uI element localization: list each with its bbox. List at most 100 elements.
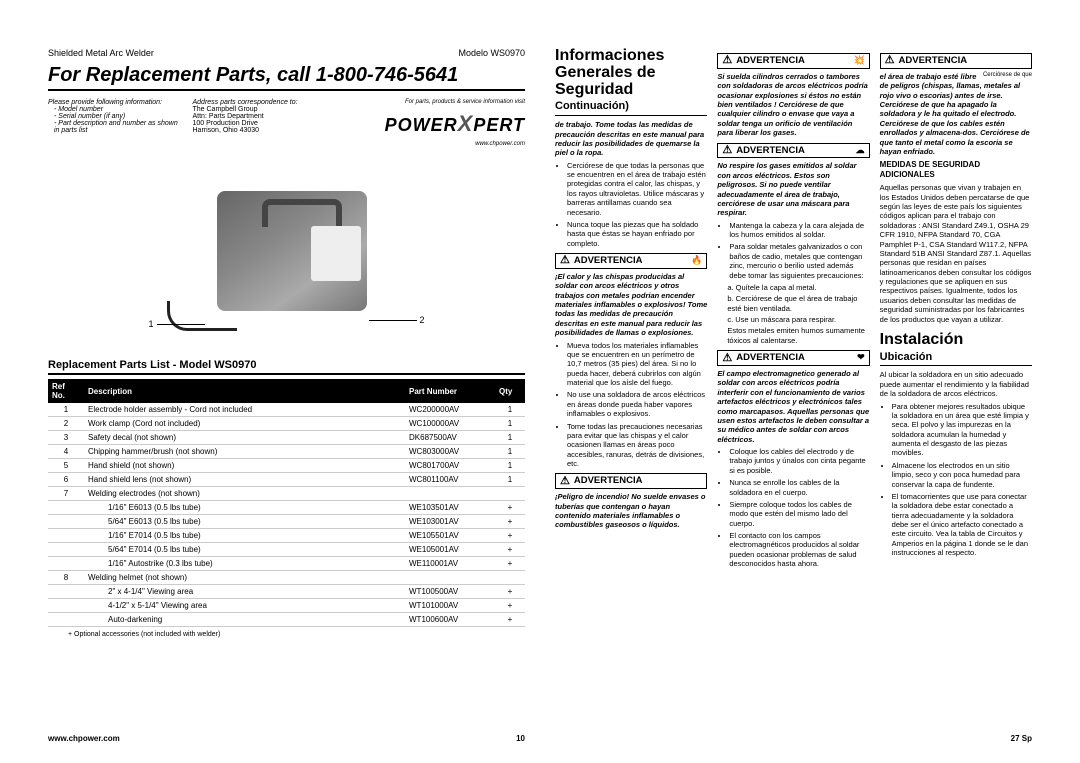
- warning-triangle-icon: ⚠: [885, 55, 895, 66]
- col3-bullet: Almacene los electrodos en un sitio limp…: [892, 461, 1032, 489]
- warning-box: ⚠ ADVERTENCIA 💥: [717, 53, 869, 69]
- warning-label: ADVERTENCIA: [736, 55, 805, 67]
- col1-para1: de trabajo. Tome todas las medidas de pr…: [555, 120, 707, 158]
- table-row: 2" x 4-1/4" Viewing areaWT100500AV+: [48, 585, 525, 599]
- th-qty: Qty: [495, 379, 525, 403]
- col2-bullet: Para soldar metales galvanizados o con b…: [729, 242, 869, 280]
- table-row: 1/16" Autostrike (0.3 lbs tube)WE110001A…: [48, 557, 525, 571]
- col1-bullet: Nunca toque las piezas que ha soldado ha…: [567, 220, 707, 248]
- info-item: Model number: [54, 106, 179, 113]
- col2-bullet: Siempre coloque todos los cables de modo…: [729, 500, 869, 528]
- parts-list-title: Replacement Parts List - Model WS0970: [48, 359, 525, 375]
- explosion-icon: 💥: [853, 55, 864, 66]
- page-title: For Replacement Parts, call 1-800-746-56…: [48, 64, 525, 91]
- addr-line: Attn: Parts Department: [193, 113, 324, 120]
- th-desc: Description: [84, 379, 405, 403]
- col-1: Informaciones Generales de Seguridad Con…: [555, 48, 707, 726]
- parts-footnote: + Optional accessories (not included wit…: [48, 631, 525, 638]
- table-row: 6Hand shield lens (not shown)WC801100AV1: [48, 473, 525, 487]
- sub-item: a. Quítele la capa al metal.: [727, 283, 869, 292]
- left-header: Shielded Metal Arc Welder Modelo WS0970: [48, 48, 525, 58]
- col2-warn3-text: El campo electromagnetico generado al so…: [717, 369, 869, 444]
- warning-label: ADVERTENCIA: [736, 352, 805, 364]
- warning-triangle-icon: ⚠: [722, 55, 732, 66]
- parts-table: RefNo. Description Part Number Qty 1Elec…: [48, 379, 525, 627]
- warning-box: ⚠ ADVERTENCIA 🔥: [555, 253, 707, 269]
- th-ref: RefNo.: [48, 379, 84, 403]
- fire-icon: 🔥: [691, 255, 702, 266]
- continuacion-sub: Continuación): [555, 100, 707, 116]
- warning-box: ⚠ ADVERTENCIA ☁: [717, 143, 869, 159]
- logo-pretext: For parts, products & service informatio…: [335, 99, 525, 105]
- pacemaker-icon: ❤: [857, 352, 865, 363]
- warning-triangle-icon: ⚠: [722, 145, 732, 156]
- footer-page-right: 27 Sp: [1011, 734, 1032, 743]
- info-item: Serial number (if any): [54, 113, 179, 120]
- info-left-lead: Please provide following information:: [48, 99, 179, 106]
- col1-bullet: Cerciórese de que todas la personas que …: [567, 161, 707, 217]
- ubicacion-sub: Ubicación: [880, 351, 1032, 367]
- left-page: Shielded Metal Arc Welder Modelo WS0970 …: [48, 48, 525, 743]
- table-row: 7Welding electrodes (not shown): [48, 487, 525, 501]
- sub-item: c. Use un máscara para respirar.: [727, 315, 869, 324]
- col-2: ⚠ ADVERTENCIA 💥 Si suelda cilindros cerr…: [717, 48, 869, 726]
- warning-triangle-icon: ⚠: [560, 476, 570, 487]
- col1-warn1-text: ¡El calor y las chispas producidas al so…: [555, 272, 707, 338]
- footer-page-left: 10: [516, 734, 525, 743]
- callout-2: [369, 320, 417, 321]
- col1-bullet: No use una soldadora de arcos eléctricos…: [567, 390, 707, 418]
- col3-warn1-text: Cerciórese de que el área de trabajo est…: [880, 72, 1032, 156]
- warning-label: ADVERTENCIA: [736, 145, 805, 157]
- product-image: [157, 161, 417, 341]
- table-row: 2Work clamp (Cord not included)WC100000A…: [48, 417, 525, 431]
- table-row: 5/64" E7014 (0.5 lbs tube)WE105001AV+: [48, 543, 525, 557]
- addr-line: Harrison, Ohio 43030: [193, 127, 324, 134]
- table-row: 4-1/2" x 5-1/4" Viewing areaWT101000AV+: [48, 599, 525, 613]
- table-row: 1/16" E6013 (0.5 lbs tube)WE103501AV+: [48, 501, 525, 515]
- col1-bullet: Mueva todos los materiales inflamables q…: [567, 341, 707, 388]
- warning-box: ⚠ ADVERTENCIA ❤: [717, 350, 869, 366]
- col-3: ⚠ ADVERTENCIA Cerciórese de que el área …: [880, 48, 1032, 726]
- addr-line: 100 Production Drive: [193, 120, 324, 127]
- right-footer: 27 Sp: [555, 726, 1032, 743]
- warning-triangle-icon: ⚠: [560, 255, 570, 266]
- warning-label: ADVERTENCIA: [574, 255, 643, 267]
- powerxpert-logo: POWERXPERT: [335, 111, 525, 137]
- callout-1: [157, 324, 205, 325]
- info-left-list: Model number Serial number (if any) Part…: [48, 106, 179, 134]
- medidas-title: MEDIDAS DE SEGURIDAD ADICIONALES: [880, 160, 1032, 180]
- instalacion-heading: Instalación: [880, 332, 1032, 349]
- col3-para1: Aquellas personas que vivan y trabajen e…: [880, 183, 1032, 324]
- warning-label: ADVERTENCIA: [574, 475, 643, 487]
- table-row: Auto-darkeningWT100600AV+: [48, 613, 525, 627]
- table-row: 1Electrode holder assembly - Cord not in…: [48, 403, 525, 417]
- col2-warn1-text: Si suelda cilindros cerrados o tambores …: [717, 72, 869, 138]
- col2-warn2-text: No respire los gases emitidos al soldar …: [717, 161, 869, 217]
- info-heading: Informaciones Generales de Seguridad: [555, 48, 707, 98]
- logo-word-b: PERT: [473, 115, 525, 135]
- info-item: Part description and number as shown in …: [54, 120, 179, 134]
- warning-triangle-icon: ⚠: [722, 353, 732, 364]
- logo-url: www.chpower.com: [335, 141, 525, 147]
- warning-box: ⚠ ADVERTENCIA: [555, 473, 707, 489]
- col2-bullet: Mantenga la cabeza y la cara alejada de …: [729, 221, 869, 240]
- th-pn: Part Number: [405, 379, 495, 403]
- fumes-icon: ☁: [856, 145, 865, 156]
- table-row: 5Hand shield (not shown)WC801700AV1: [48, 459, 525, 473]
- addr-line: The Campbell Group: [193, 106, 324, 113]
- logo-x-icon: X: [458, 111, 474, 136]
- table-row: 5/64" E6013 (0.5 lbs tube)WE103001AV+: [48, 515, 525, 529]
- col1-warn2-text: ¡Peligro de incendio! No suelde envases …: [555, 492, 707, 530]
- table-row: 3Safety decal (not shown)DK687500AV1: [48, 431, 525, 445]
- col2-bullet: Nunca se enrolle los cables de la soldad…: [729, 478, 869, 497]
- table-row: 4Chipping hammer/brush (not shown)WC8030…: [48, 445, 525, 459]
- sub-item: Estos metales emiten humos sumamente tóx…: [727, 326, 869, 345]
- warning-label: ADVERTENCIA: [899, 55, 968, 67]
- col2-bullet: El contacto con los campos electromagnét…: [729, 531, 869, 569]
- col2-bullet: Coloque los cables del electrodo y de tr…: [729, 447, 869, 475]
- info-block: Please provide following information: Mo…: [48, 99, 323, 134]
- table-row: 1/16" E7014 (0.5 lbs tube)WE105501AV+: [48, 529, 525, 543]
- warning-box: ⚠ ADVERTENCIA: [880, 53, 1032, 69]
- header-right-text: Modelo WS0970: [458, 48, 525, 58]
- col3-bullet: Para obtener mejores resultados ubique l…: [892, 402, 1032, 458]
